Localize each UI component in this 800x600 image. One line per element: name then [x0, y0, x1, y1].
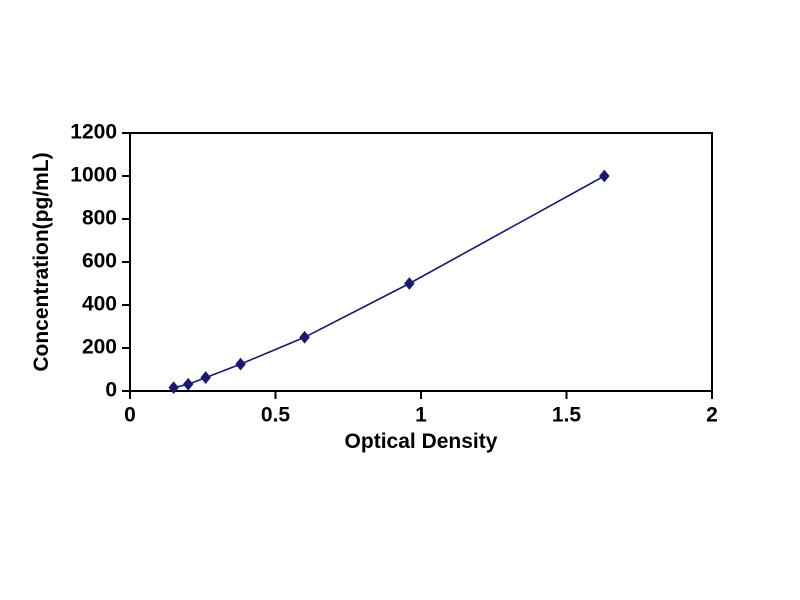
y-tick-label: 1000 [70, 164, 117, 187]
y-tick-label: 800 [82, 207, 117, 230]
x-tick-label: 0.5 [261, 403, 291, 426]
data-point-marker [235, 357, 246, 371]
x-axis-title: Optical Density [345, 430, 498, 453]
plot-layer: 0 0.5 1 1.5 2 0 200 400 600 800 1000 1200 [70, 121, 718, 427]
data-point-marker [168, 381, 179, 395]
plot-border [129, 132, 713, 392]
y-axis-title: Concentration(pg/mL) [30, 152, 53, 371]
x-tick-label: 1 [415, 403, 427, 426]
data-point-marker [200, 371, 211, 384]
y-tick-label: 0 [105, 379, 117, 402]
data-point-marker [299, 330, 310, 344]
x-tick-label: 1.5 [552, 403, 582, 426]
y-tick-label: 200 [82, 336, 117, 359]
x-tick-label: 0 [124, 403, 136, 426]
y-tick-label: 1200 [70, 121, 117, 144]
x-tick-label: 2 [706, 403, 718, 426]
data-point-marker [182, 377, 194, 391]
data-point-marker [404, 277, 415, 290]
y-tick-label: 600 [82, 250, 117, 273]
data-point-marker [599, 169, 610, 183]
y-tick-label: 400 [82, 293, 117, 316]
